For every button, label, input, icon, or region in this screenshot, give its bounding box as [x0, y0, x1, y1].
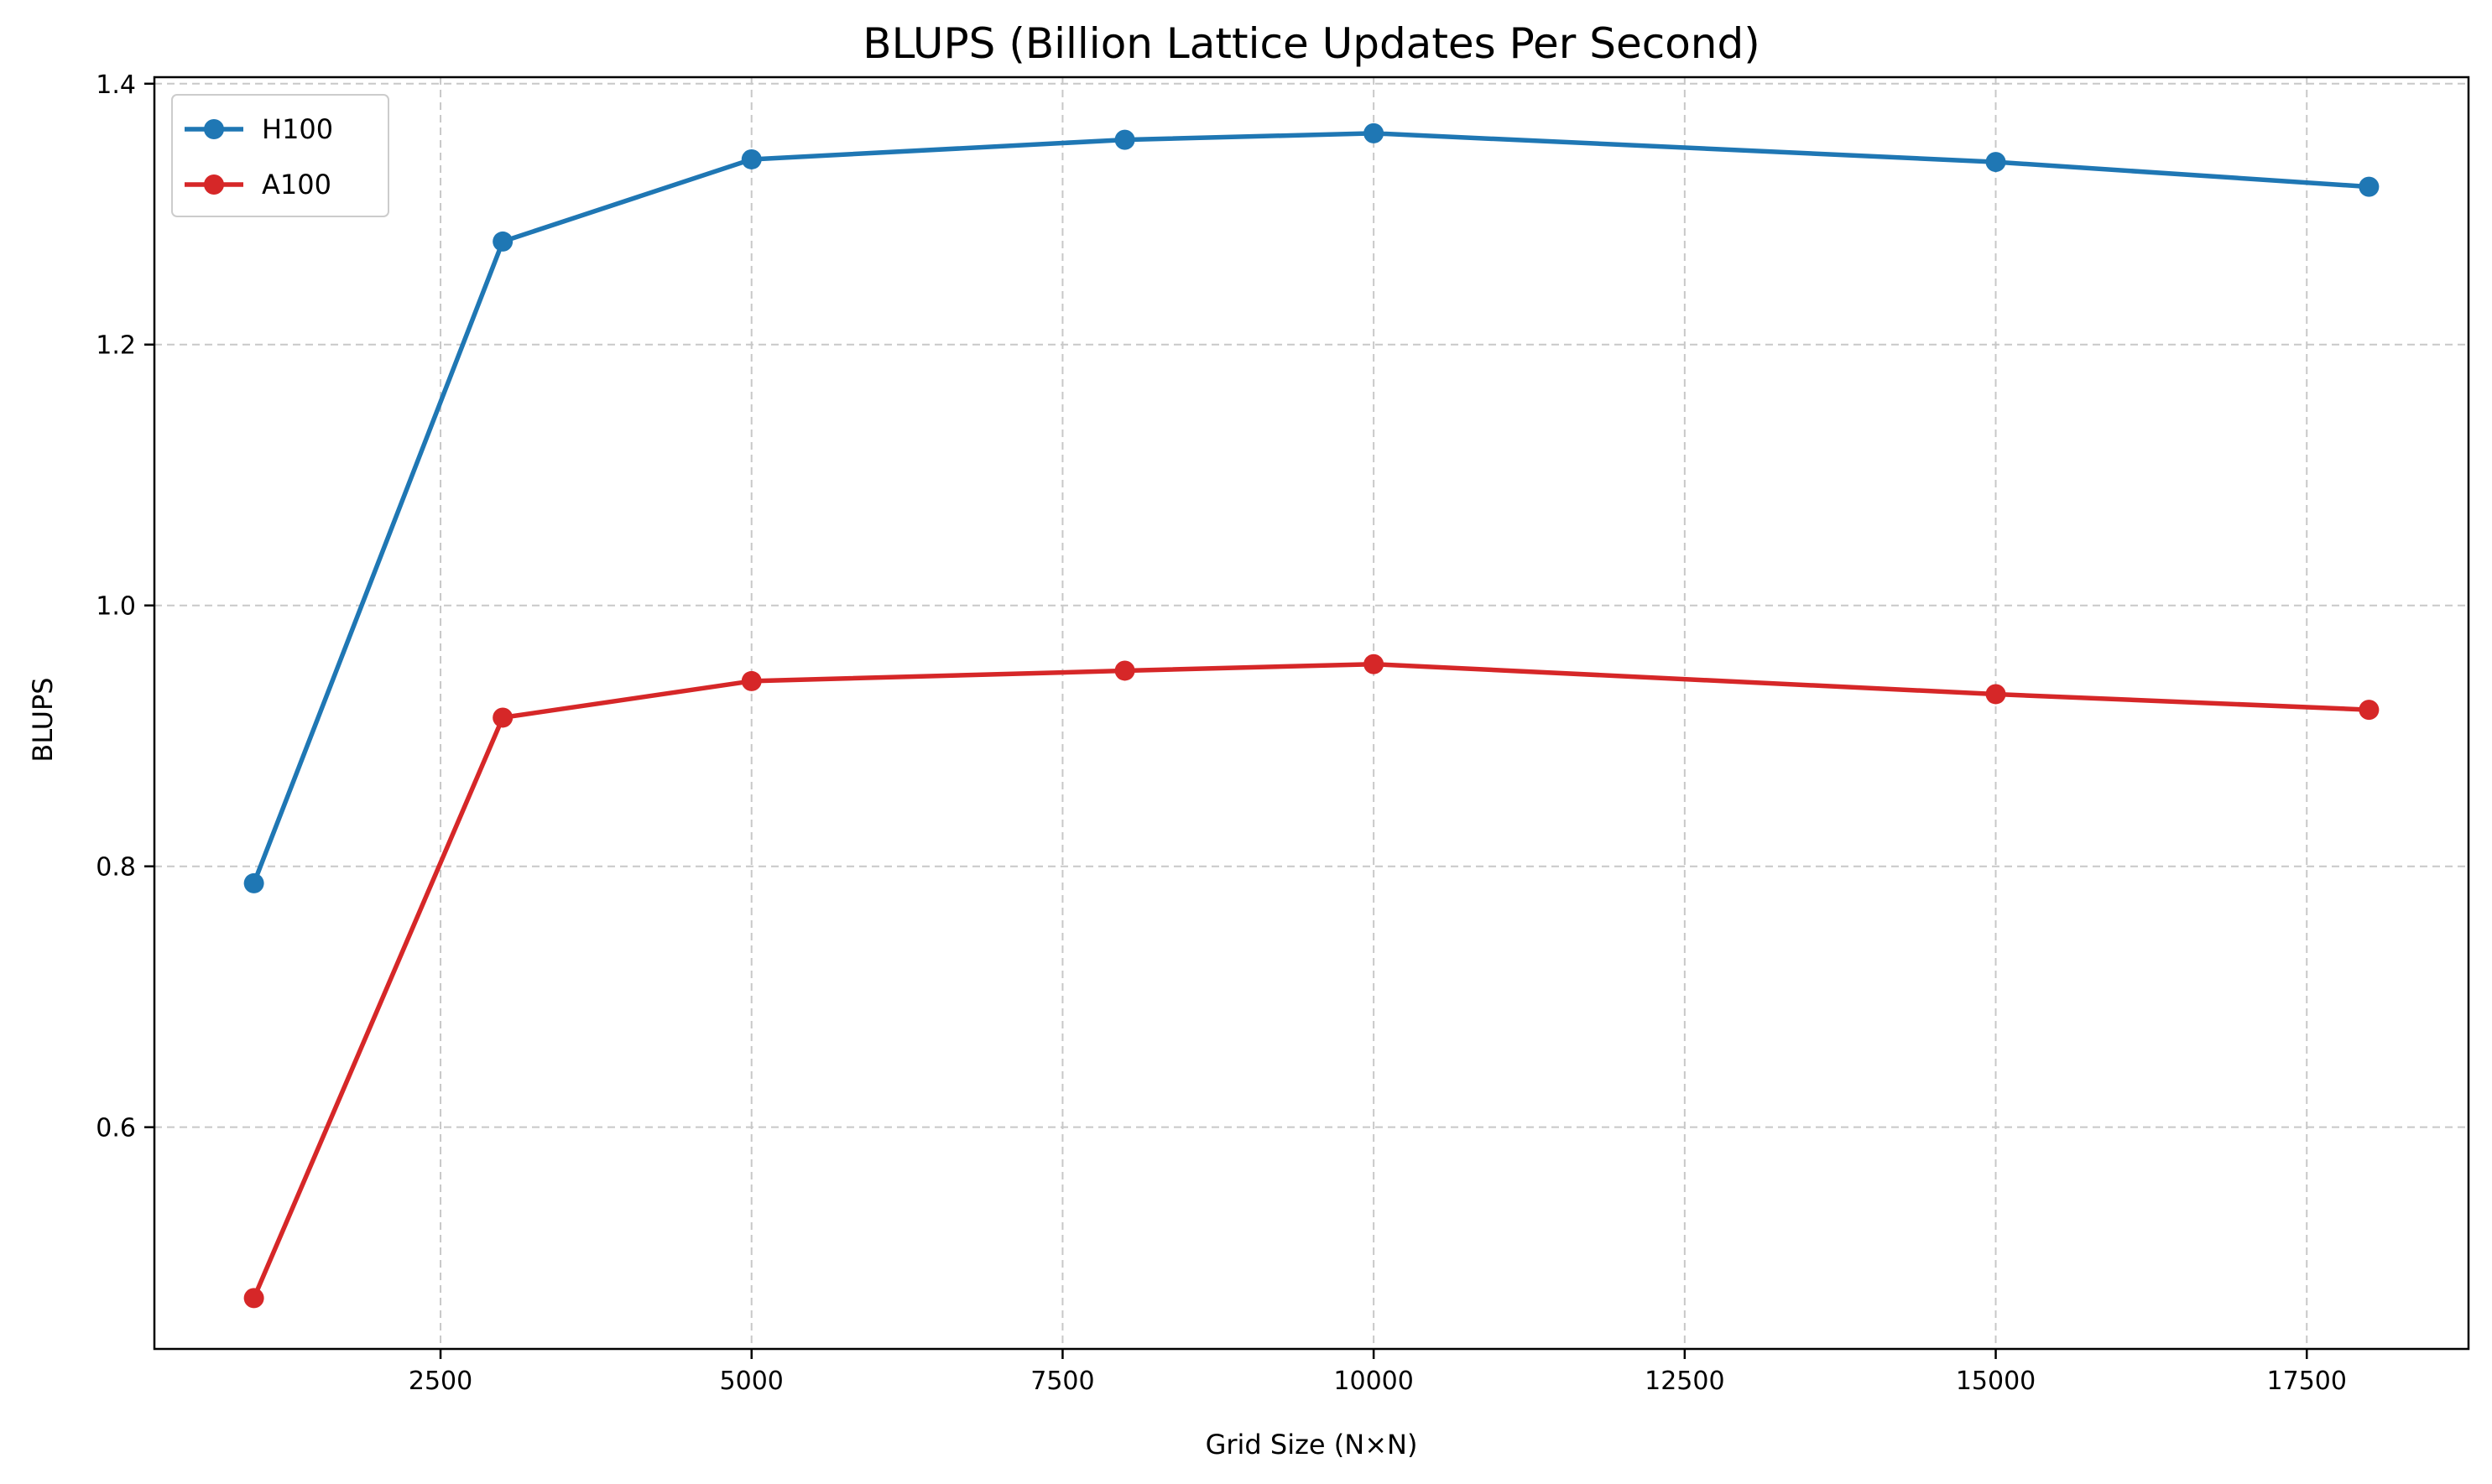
- data-point-h100: [741, 148, 762, 169]
- chart-title: BLUPS (Billion Lattice Updates Per Secon…: [863, 19, 1760, 68]
- x-axis-label: Grid Size (N×N): [1206, 1429, 1418, 1461]
- x-tick-label: 10000: [1333, 1367, 1413, 1396]
- x-tick-label: 15000: [1956, 1367, 2036, 1396]
- y-axis-label: BLUPS: [27, 677, 59, 762]
- data-point-a100: [1363, 653, 1384, 674]
- legend-marker-a100: [204, 174, 224, 195]
- y-tick-label: 1.2: [96, 331, 136, 361]
- x-tick-label: 17500: [2267, 1367, 2347, 1396]
- data-point-h100: [1114, 129, 1135, 150]
- y-axis: 0.6 0.8 1.0 1.2 1.4: [96, 70, 154, 1143]
- legend-item-a100: A100: [185, 169, 331, 200]
- data-point-h100: [1985, 152, 2006, 173]
- x-tick-label: 5000: [720, 1367, 784, 1396]
- legend-item-h100: H100: [185, 113, 333, 145]
- series-a100: [243, 653, 2380, 1309]
- legend-marker-h100: [204, 119, 224, 139]
- data-point-a100: [243, 1288, 264, 1309]
- legend: H100 A100: [171, 94, 389, 217]
- series-layer: [243, 122, 2380, 1309]
- data-point-a100: [493, 707, 514, 728]
- legend-label-a100: A100: [262, 169, 331, 200]
- plot-frame: [153, 76, 2470, 1351]
- legend-label-h100: H100: [262, 113, 333, 145]
- data-point-a100: [741, 670, 762, 691]
- y-tick-label: 1.4: [96, 70, 136, 100]
- y-tick-label: 0.6: [96, 1114, 136, 1143]
- x-axis: 2500 5000 7500 10000 12500 15000 17500: [409, 1349, 2347, 1396]
- data-point-a100: [1114, 660, 1135, 681]
- data-point-h100: [2359, 176, 2380, 197]
- x-tick-label: 12500: [1645, 1367, 1724, 1396]
- x-tick-label: 2500: [409, 1367, 472, 1396]
- data-point-a100: [2359, 700, 2380, 721]
- y-tick-label: 1.0: [96, 592, 136, 622]
- x-tick-label: 7500: [1030, 1367, 1094, 1396]
- data-point-a100: [1985, 684, 2006, 705]
- data-point-h100: [493, 231, 514, 252]
- data-point-h100: [243, 872, 264, 893]
- series-h100: [243, 122, 2380, 893]
- data-point-h100: [1363, 122, 1384, 143]
- grid: [154, 77, 2469, 1349]
- y-tick-label: 0.8: [96, 853, 136, 883]
